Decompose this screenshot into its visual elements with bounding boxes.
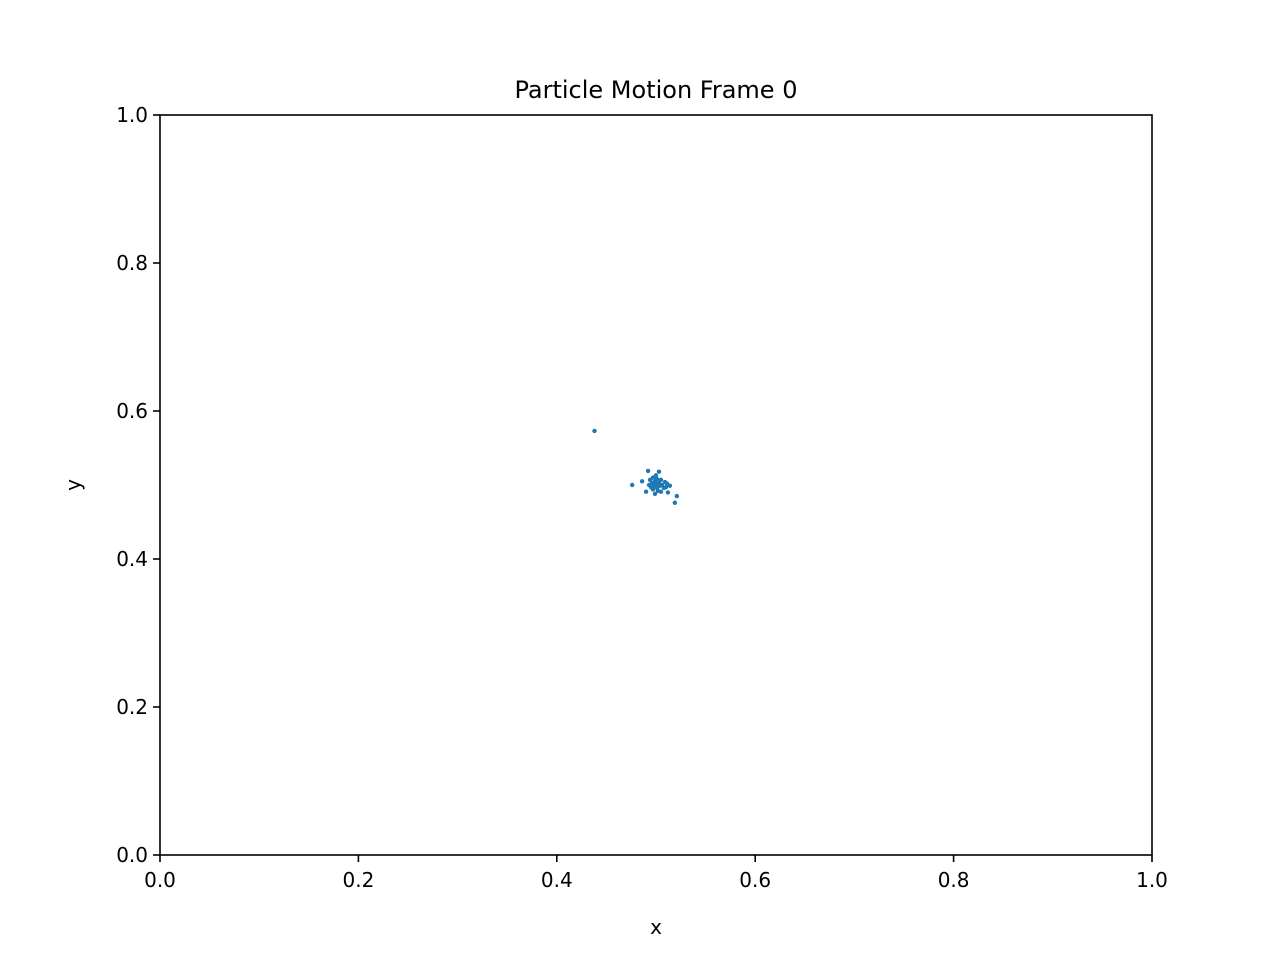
x-tick-label: 0.0 <box>144 868 176 892</box>
y-axis-ticks: 0.0 0.2 0.4 0.6 0.8 1.0 <box>116 103 160 867</box>
x-tick-label: 0.6 <box>739 868 771 892</box>
particle-point <box>663 485 669 490</box>
y-tick-label: 0.2 <box>116 695 148 719</box>
particle-point <box>672 500 678 505</box>
y-axis-label: y <box>61 479 85 491</box>
x-tick-label: 1.0 <box>1136 868 1168 892</box>
particle-point <box>667 483 673 488</box>
particle-point <box>658 489 664 494</box>
particle-point <box>674 493 680 499</box>
x-tick-label: 0.2 <box>342 868 374 892</box>
x-axis-ticks: 0.0 0.2 0.4 0.6 0.8 1.0 <box>144 855 1168 892</box>
x-tick-label: 0.8 <box>938 868 970 892</box>
particle-point <box>643 489 649 494</box>
y-tick-label: 0.8 <box>116 251 148 275</box>
particle-point <box>592 428 597 434</box>
y-tick-label: 0.6 <box>116 399 148 423</box>
particle-point <box>629 482 635 488</box>
y-tick-label: 0.4 <box>116 547 148 571</box>
data-points <box>592 428 680 505</box>
particle-point <box>665 490 671 495</box>
x-tick-label: 0.4 <box>541 868 573 892</box>
particle-point <box>645 468 651 474</box>
axes-frame <box>159 114 1153 856</box>
particle-point <box>654 476 660 482</box>
chart-title: Particle Motion Frame 0 <box>515 76 798 104</box>
x-axis-label: x <box>650 915 662 939</box>
particle-point <box>652 491 658 497</box>
particle-point <box>658 477 664 483</box>
particle-point <box>656 469 662 474</box>
y-tick-label: 0.0 <box>116 843 148 867</box>
particle-point <box>653 473 659 478</box>
particle-point <box>639 479 645 484</box>
particle-point <box>650 487 656 492</box>
y-tick-label: 1.0 <box>116 103 148 127</box>
